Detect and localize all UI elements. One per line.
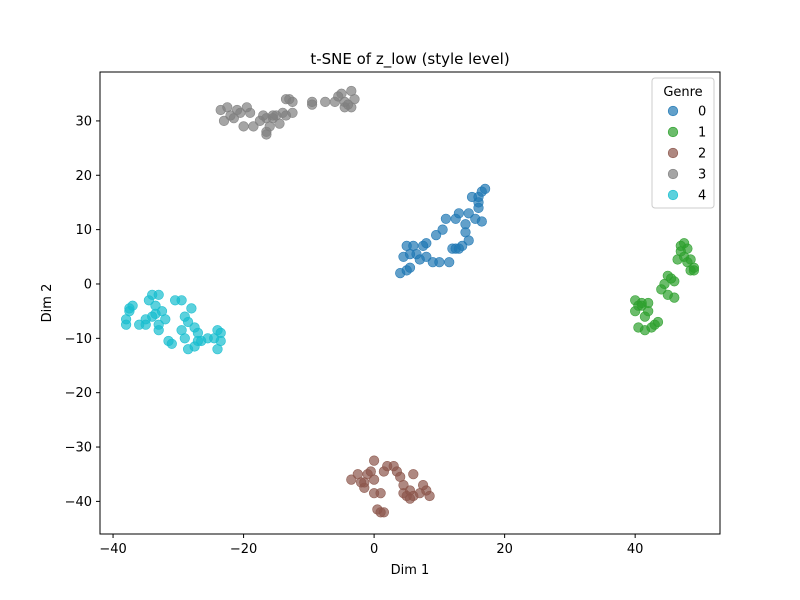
y-tick-label: −40: [65, 495, 92, 510]
data-point-genre-2: [359, 477, 370, 488]
data-point-genre-4: [183, 316, 194, 328]
legend: Genre 0 1 2 3 4: [651, 77, 715, 209]
x-tick-label: 20: [496, 542, 513, 557]
legend-marker-genre-3: [667, 168, 679, 180]
data-point-genre-3: [307, 96, 318, 107]
data-point-genre-3: [267, 110, 279, 121]
data-point-genre-4: [215, 327, 226, 339]
y-tick-label: −20: [65, 386, 92, 401]
data-point-genre-4: [147, 311, 158, 322]
data-point-genre-0: [463, 235, 474, 246]
data-point-genre-0: [463, 208, 474, 219]
data-point-genre-1: [643, 306, 654, 317]
x-axis-label: Dim 1: [391, 563, 430, 578]
data-point-genre-0: [434, 257, 445, 268]
data-point-genre-1: [682, 243, 693, 254]
y-tick-label: 0: [84, 277, 92, 292]
data-point-genre-0: [421, 238, 432, 249]
legend-title: Genre: [663, 85, 702, 100]
data-point-genre-2: [408, 469, 419, 480]
data-point-genre-1: [669, 276, 680, 287]
data-point-genre-0: [473, 197, 484, 208]
data-point-genre-0: [450, 243, 461, 254]
data-point-genre-2: [378, 507, 390, 518]
y-tick-label: −10: [65, 332, 92, 347]
x-tick-label: 0: [370, 542, 378, 557]
data-point-genre-0: [460, 219, 471, 230]
data-point-genre-2: [369, 455, 380, 466]
legend-box: [651, 77, 715, 209]
data-point-genre-0: [404, 249, 416, 260]
data-point-genre-0: [453, 208, 465, 219]
data-point-genre-3: [287, 96, 298, 107]
data-point-genre-0: [401, 265, 412, 276]
data-point-genre-1: [636, 297, 647, 309]
data-point-genre-4: [140, 319, 151, 330]
x-tick-label: −40: [99, 542, 126, 557]
data-point-genre-3: [274, 118, 285, 129]
data-point-genre-3: [349, 94, 360, 105]
legend-marker-genre-2: [667, 147, 679, 159]
data-point-genre-4: [176, 295, 187, 306]
data-point-genre-1: [652, 316, 664, 328]
y-tick-label: 30: [75, 114, 92, 129]
data-point-genre-0: [476, 216, 487, 227]
legend-entries: 0 1 2 3 4: [667, 105, 706, 204]
y-tick-label: −30: [65, 441, 92, 456]
data-point-genre-4: [160, 314, 171, 325]
data-point-genre-3: [248, 121, 259, 132]
data-point-genre-0: [437, 224, 448, 235]
data-point-genre-1: [688, 265, 700, 276]
data-point-genre-4: [179, 333, 190, 344]
legend-label-genre-2: 2: [698, 147, 706, 162]
y-axis-label: Dim 2: [40, 284, 55, 323]
data-point-genre-0: [440, 213, 452, 224]
data-point-genre-3: [261, 129, 272, 140]
data-point-genre-3: [238, 121, 249, 132]
data-point-genre-2: [369, 474, 380, 485]
plot-frame: [99, 71, 721, 535]
x-tick-label: 40: [627, 542, 644, 557]
data-point-genre-4: [120, 319, 132, 330]
points-layer: [120, 85, 700, 518]
legend-marker-genre-0: [667, 105, 679, 117]
y-tick-label: 20: [75, 169, 92, 184]
data-point-genre-4: [153, 289, 164, 300]
data-point-genre-3: [287, 107, 298, 118]
x-tick-label: −20: [230, 542, 257, 557]
data-point-genre-2: [375, 488, 386, 499]
legend-label-genre-3: 3: [698, 168, 706, 183]
data-point-genre-3: [245, 107, 256, 118]
data-point-genre-0: [431, 230, 442, 241]
data-point-genre-1: [669, 292, 680, 303]
chart-title: t-SNE of z_low (style level): [310, 50, 509, 69]
data-point-genre-4: [153, 325, 164, 336]
data-point-genre-4: [166, 338, 177, 349]
y-axis: −40 −30 −20 −10 0 10 20 30: [65, 114, 100, 510]
legend-label-genre-1: 1: [698, 126, 706, 141]
legend-marker-genre-4: [667, 189, 679, 201]
data-point-genre-2: [424, 490, 435, 502]
legend-label-genre-4: 4: [698, 189, 706, 204]
legend-label-genre-0: 0: [698, 105, 706, 120]
data-point-genre-4: [127, 300, 138, 311]
data-point-genre-3: [320, 96, 331, 107]
data-point-genre-0: [444, 257, 455, 268]
legend-marker-genre-1: [667, 126, 679, 138]
data-point-genre-4: [186, 303, 197, 314]
y-tick-label: 10: [75, 223, 92, 238]
data-point-genre-0: [480, 183, 491, 194]
x-axis: −40 −20 0 20 40: [99, 534, 643, 557]
